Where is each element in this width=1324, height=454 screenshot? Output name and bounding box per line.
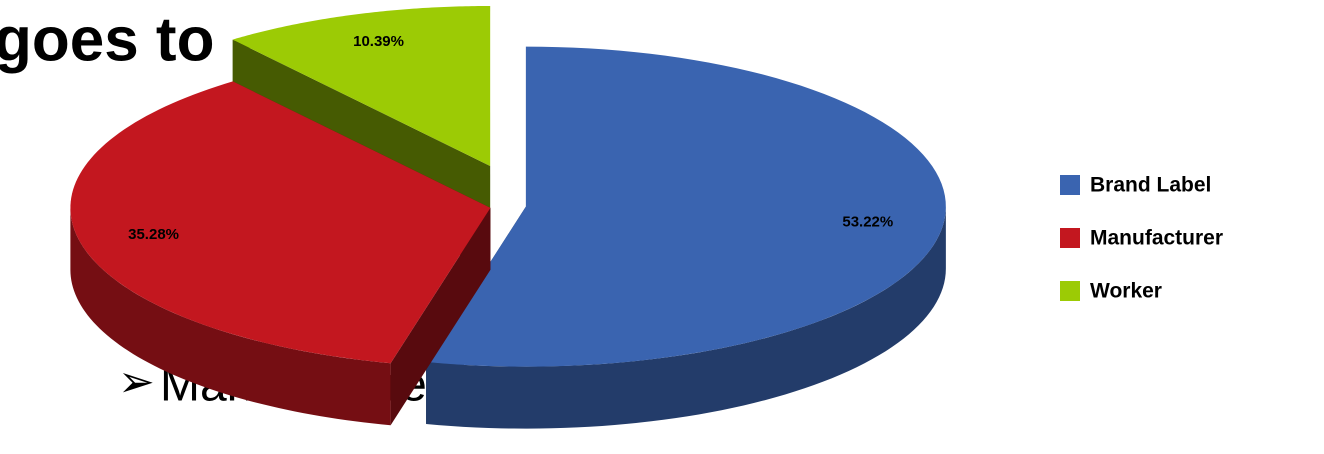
slice-top (426, 46, 946, 367)
pie-slice (70, 81, 491, 426)
data-label: 10.39% (353, 33, 404, 50)
slice-top (232, 5, 491, 166)
slice-side (70, 207, 391, 426)
slice-wall (390, 207, 491, 426)
legend-label: Brand Label (1090, 174, 1211, 197)
data-label: 35.28% (128, 226, 179, 243)
legend-swatch (1060, 228, 1080, 248)
slice-side (426, 206, 946, 429)
slide-heading: goes to - (0, 5, 252, 74)
legend-label: Worker (1090, 280, 1162, 303)
legend-label: Manufacturer (1090, 227, 1223, 250)
legend: Brand Label Manufacturer Worker (1060, 174, 1223, 303)
bullet-arrow: ➢ (118, 358, 155, 407)
slice-top (70, 81, 491, 364)
pie-slice (426, 46, 946, 429)
pie: 53.22% 35.28% 10.39% (70, 5, 946, 429)
legend-swatch (1060, 175, 1080, 195)
legend-swatch (1060, 281, 1080, 301)
data-label: 53.22% (842, 213, 893, 230)
